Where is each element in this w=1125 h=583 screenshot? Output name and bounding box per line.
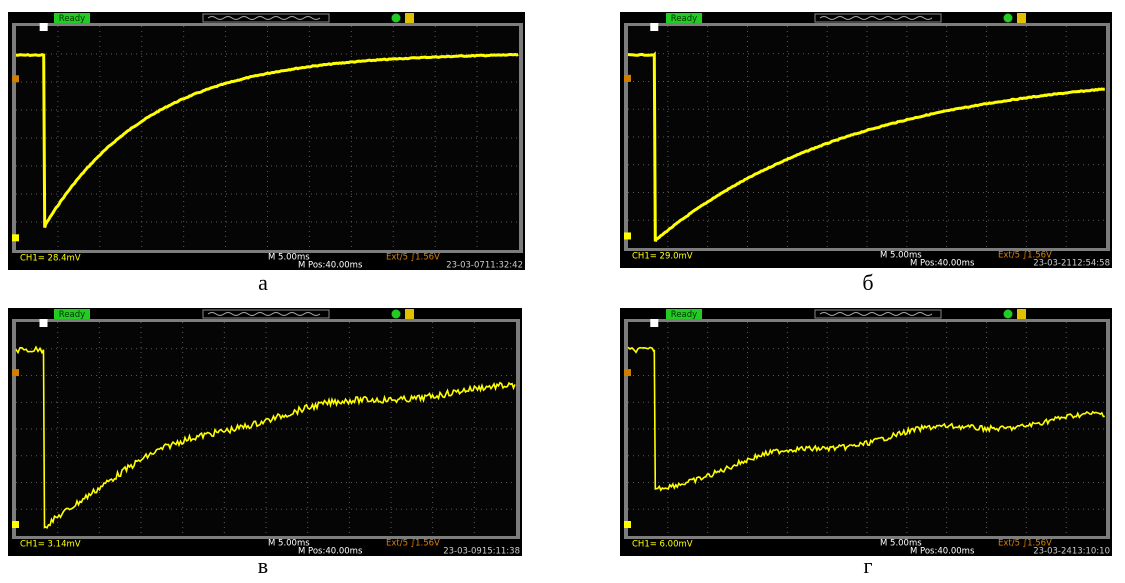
icon <box>392 310 401 319</box>
level-marker <box>624 75 631 82</box>
timestamp: 23-03-0915:11:38 <box>443 547 520 557</box>
channel: CH1= 6.00mV <box>632 540 693 550</box>
status: Ready <box>59 14 85 24</box>
channel: CH1= 3.14mV <box>20 540 81 550</box>
icon <box>1017 13 1026 23</box>
panel-label: б <box>862 270 873 295</box>
trigger: Ext/5 ∫1.56V <box>386 539 440 549</box>
position: M Pos:40.00ms <box>298 261 363 271</box>
trigger-marker <box>40 23 48 31</box>
ch-marker <box>12 521 19 528</box>
icon <box>1004 14 1013 23</box>
status: Ready <box>671 14 697 24</box>
status: Ready <box>671 310 697 320</box>
ch-marker <box>624 521 631 528</box>
trigger-marker <box>40 319 48 327</box>
status: Ready <box>59 310 85 320</box>
timestamp: 23-03-2112:54:58 <box>1033 259 1110 269</box>
icon <box>1004 310 1013 319</box>
trigger-marker <box>650 319 658 327</box>
position: M Pos:40.00ms <box>910 547 975 557</box>
panel-label: г <box>863 553 872 578</box>
timestamp: 23-03-0711:32:42 <box>446 261 523 271</box>
channel: CH1= 28.4mV <box>20 254 81 264</box>
timestamp: 23-03-2413:10:10 <box>1033 547 1110 557</box>
icon <box>392 14 401 23</box>
level-marker <box>12 75 19 82</box>
trigger-marker <box>650 23 658 31</box>
plot-area <box>628 322 1106 536</box>
icon <box>405 13 414 23</box>
icon <box>405 309 414 319</box>
position: M Pos:40.00ms <box>910 259 975 269</box>
trigger: Ext/5 ∫1.56V <box>386 253 440 263</box>
level-marker <box>624 369 631 376</box>
channel: CH1= 29.0mV <box>632 252 693 262</box>
ch-marker <box>12 234 19 241</box>
figure: ReadyCH1= 28.4mVM 5.00msM Pos:40.00msExt… <box>0 0 1125 583</box>
panel-label: а <box>258 270 268 295</box>
icon <box>1017 309 1026 319</box>
ch-marker <box>624 232 631 239</box>
position: M Pos:40.00ms <box>298 547 363 557</box>
level-marker <box>12 369 19 376</box>
panel-label: в <box>258 553 268 578</box>
